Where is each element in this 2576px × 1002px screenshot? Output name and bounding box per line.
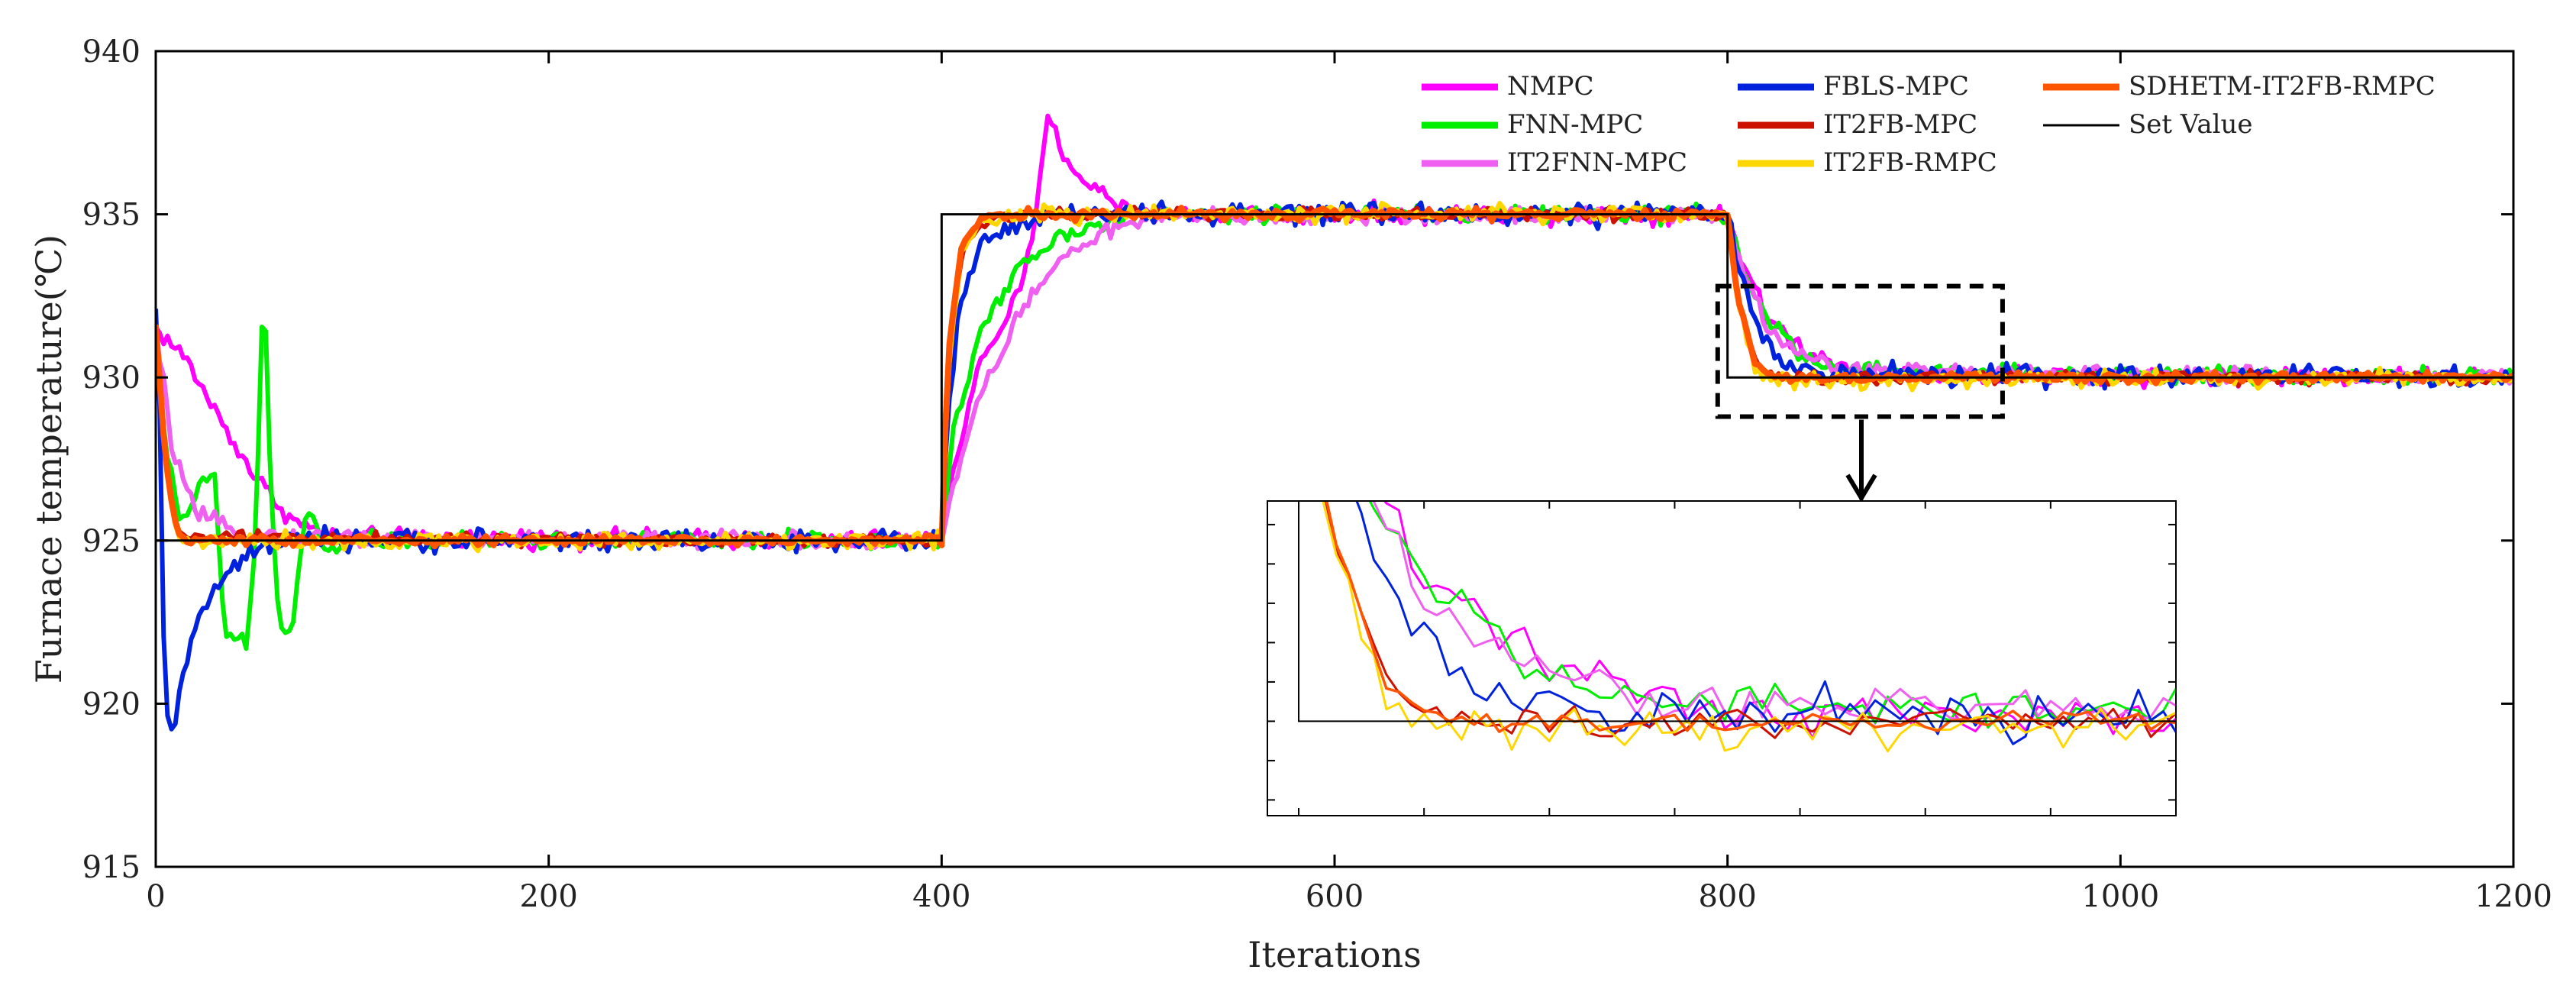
inset-series-group [1322, 501, 2176, 753]
y-tick-label: 930 [82, 360, 140, 396]
y-tick-label: 920 [82, 687, 140, 722]
x-tick-label: 1200 [2474, 879, 2552, 914]
inset-area [1267, 501, 2176, 816]
legend-label: FBLS-MPC [1823, 71, 1969, 102]
x-tick-label: 1000 [2081, 879, 2159, 914]
x-tick-label: 0 [146, 879, 165, 914]
legend-label: SDHETM-IT2FB-RMPC [2129, 71, 2436, 102]
inset-frame [1267, 500, 2177, 816]
legend-label: Set Value [2129, 109, 2252, 140]
x-tick-label: 600 [1306, 879, 1364, 914]
y-axis-title: Furnace temperature(℃) [28, 234, 69, 684]
y-tick-label: 935 [82, 198, 140, 233]
legend-label: IT2FB-MPC [1823, 109, 1977, 140]
x-tick-label: 400 [912, 879, 970, 914]
x-axis-title: Iterations [1248, 934, 1421, 975]
x-axis: 0 200 400 600 800 1000 1200 [146, 51, 2552, 914]
inset-series-line-it2fb-rmpc [1322, 501, 2176, 753]
setpoint-group [156, 213, 2513, 542]
y-tick-label: 925 [82, 524, 140, 559]
y-tick-label: 940 [82, 34, 140, 69]
inset-series-line-sdhetm-it2fb-rmpc [1325, 501, 2176, 733]
x-tick-label: 200 [519, 879, 577, 914]
inset-ticks [1267, 501, 2177, 816]
legend-label: IT2FNN-MPC [1507, 147, 1687, 178]
inset-setpoint-group [1298, 501, 2176, 722]
inset-setpoint-line [1298, 501, 2176, 722]
legend-label: FNN-MPC [1507, 109, 1643, 140]
setpoint-line [156, 213, 2513, 542]
y-tick-label: 915 [82, 850, 140, 885]
x-tick-label: 800 [1698, 879, 1756, 914]
zoom-region-box [1715, 283, 2005, 419]
zoom-arrow-head [1845, 474, 1877, 503]
legend: NMPC FNN-MPC IT2FNN-MPC FBLS-MPC IT2FB-MPC IT… [1422, 71, 2436, 178]
legend-label: IT2FB-RMPC [1823, 147, 1997, 178]
inset-series-line-nmpc [1383, 501, 2176, 741]
inset-series-line-fbls-mpc [1355, 501, 2176, 745]
legend-label: NMPC [1507, 71, 1593, 102]
y-axis: 915 920 925 930 935 940 [82, 34, 2513, 885]
